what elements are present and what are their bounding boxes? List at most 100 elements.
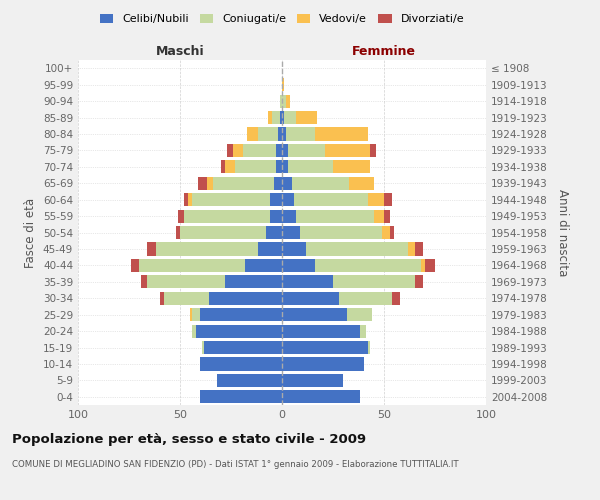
- Bar: [359, 324, 365, 338]
- Bar: [200, 358, 282, 370]
- Bar: [292, 176, 349, 190]
- Bar: [392, 292, 400, 305]
- Bar: [221, 160, 225, 173]
- Bar: [286, 128, 314, 140]
- Bar: [314, 128, 368, 140]
- Bar: [200, 390, 282, 404]
- Bar: [202, 341, 205, 354]
- Bar: [184, 210, 270, 222]
- Bar: [282, 324, 359, 338]
- Bar: [139, 259, 245, 272]
- Bar: [257, 242, 282, 256]
- Bar: [307, 242, 409, 256]
- Bar: [192, 193, 270, 206]
- Bar: [148, 275, 225, 288]
- Bar: [282, 78, 284, 91]
- Bar: [212, 176, 274, 190]
- Bar: [286, 94, 290, 108]
- Bar: [227, 144, 233, 157]
- Bar: [178, 210, 184, 222]
- Bar: [268, 111, 272, 124]
- Bar: [247, 128, 257, 140]
- Bar: [415, 275, 423, 288]
- Bar: [384, 210, 390, 222]
- Bar: [141, 275, 148, 288]
- Bar: [148, 242, 155, 256]
- Bar: [421, 259, 425, 272]
- Bar: [205, 341, 282, 354]
- Bar: [282, 176, 292, 190]
- Bar: [184, 193, 188, 206]
- Bar: [245, 259, 282, 272]
- Text: COMUNE DI MEGLIADINO SAN FIDENZIO (PD) - Dati ISTAT 1° gennaio 2009 - Elaborazio: COMUNE DI MEGLIADINO SAN FIDENZIO (PD) -…: [12, 460, 458, 469]
- Bar: [200, 308, 282, 321]
- Bar: [333, 160, 370, 173]
- Bar: [282, 144, 288, 157]
- Bar: [368, 341, 370, 354]
- Text: Femmine: Femmine: [352, 46, 416, 59]
- Bar: [301, 226, 382, 239]
- Bar: [233, 144, 243, 157]
- Y-axis label: Fasce di età: Fasce di età: [25, 198, 37, 268]
- Bar: [257, 128, 278, 140]
- Bar: [382, 226, 390, 239]
- Bar: [131, 259, 139, 272]
- Bar: [180, 226, 266, 239]
- Bar: [314, 259, 421, 272]
- Bar: [282, 374, 343, 387]
- Bar: [266, 226, 282, 239]
- Bar: [270, 210, 282, 222]
- Bar: [282, 94, 286, 108]
- Bar: [282, 358, 364, 370]
- Bar: [243, 144, 276, 157]
- Bar: [296, 111, 317, 124]
- Bar: [284, 111, 296, 124]
- Bar: [347, 308, 372, 321]
- Bar: [278, 128, 282, 140]
- Bar: [280, 94, 282, 108]
- Bar: [282, 292, 339, 305]
- Legend: Celibi/Nubili, Coniugati/e, Vedovi/e, Divorziati/e: Celibi/Nubili, Coniugati/e, Vedovi/e, Di…: [100, 14, 464, 24]
- Bar: [333, 275, 415, 288]
- Bar: [339, 292, 392, 305]
- Bar: [225, 275, 282, 288]
- Bar: [196, 324, 282, 338]
- Bar: [282, 226, 301, 239]
- Bar: [272, 111, 280, 124]
- Y-axis label: Anni di nascita: Anni di nascita: [556, 189, 569, 276]
- Bar: [176, 226, 180, 239]
- Bar: [280, 111, 282, 124]
- Bar: [374, 210, 384, 222]
- Bar: [282, 259, 314, 272]
- Bar: [282, 160, 288, 173]
- Text: Popolazione per età, sesso e stato civile - 2009: Popolazione per età, sesso e stato civil…: [12, 432, 366, 446]
- Bar: [296, 210, 374, 222]
- Text: Maschi: Maschi: [155, 46, 205, 59]
- Bar: [425, 259, 435, 272]
- Bar: [282, 390, 359, 404]
- Bar: [294, 193, 368, 206]
- Bar: [325, 144, 370, 157]
- Bar: [368, 193, 384, 206]
- Bar: [217, 374, 282, 387]
- Bar: [209, 292, 282, 305]
- Bar: [155, 242, 257, 256]
- Bar: [274, 176, 282, 190]
- Bar: [282, 111, 284, 124]
- Bar: [199, 176, 206, 190]
- Bar: [282, 341, 368, 354]
- Bar: [160, 292, 164, 305]
- Bar: [282, 308, 347, 321]
- Bar: [276, 144, 282, 157]
- Bar: [282, 275, 333, 288]
- Bar: [282, 193, 294, 206]
- Bar: [349, 176, 374, 190]
- Bar: [282, 128, 286, 140]
- Bar: [288, 144, 325, 157]
- Bar: [188, 193, 192, 206]
- Bar: [282, 210, 296, 222]
- Bar: [190, 308, 192, 321]
- Bar: [282, 242, 307, 256]
- Bar: [370, 144, 376, 157]
- Bar: [270, 193, 282, 206]
